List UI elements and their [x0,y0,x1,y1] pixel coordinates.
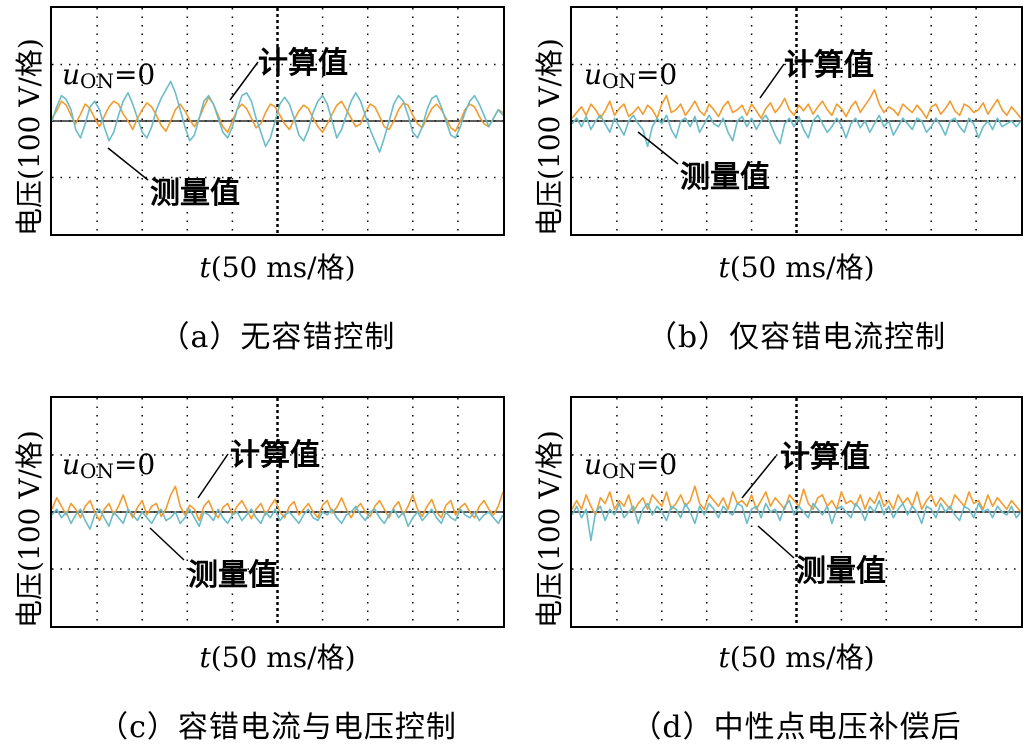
x-axis-label: t(50 ms/格) [199,251,356,284]
measured-value-label: 测量值 [680,160,770,195]
annotation-leaders [149,453,229,561]
calculated-value-label: 计算值 [784,48,874,83]
panel-caption: （c）容错电流与电压控制 [98,710,457,745]
zero-reference-label: uON=0 [584,58,678,93]
scope-screen [570,396,1023,628]
measured-value-label: 测量值 [188,558,278,593]
measured-value-trace [52,505,503,530]
panel-caption: （d）中性点电压补偿后 [631,710,962,745]
panel-caption: （b）仅容错电流控制 [646,320,947,355]
annotation-leaders [741,455,795,559]
calculated-value-label: 计算值 [230,438,320,473]
calculated-value-trace [572,89,1021,119]
measured-value-trace [572,499,1021,542]
calculated-value-label: 计算值 [780,440,870,475]
measured-value-label: 测量值 [796,554,886,589]
calculated-value-trace [52,485,503,522]
zero-reference-label: uON=0 [584,448,678,483]
calculated-value-label: 计算值 [258,46,348,81]
zero-reference-label: uON=0 [62,58,156,93]
waveform-plot [52,398,503,626]
x-axis-label: t(50 ms/格) [718,251,875,284]
scope-screen [50,396,505,628]
x-axis-label: t(50 ms/格) [199,641,356,674]
annotation-leaders [107,61,259,181]
waveform-plot [572,398,1021,626]
zero-reference-label: uON=0 [62,448,156,483]
calculated-value-trace [572,485,1021,516]
waveform-plot [52,8,503,234]
panel-caption: （a）无容错控制 [159,320,396,355]
measured-value-trace [52,80,503,153]
scope-screen [50,6,505,236]
annotation-leaders [637,63,785,165]
measured-value-trace [572,114,1021,148]
waveform-plot [572,8,1021,234]
measured-value-label: 测量值 [150,176,240,211]
scope-screen [570,6,1023,236]
x-axis-label: t(50 ms/格) [718,641,875,674]
